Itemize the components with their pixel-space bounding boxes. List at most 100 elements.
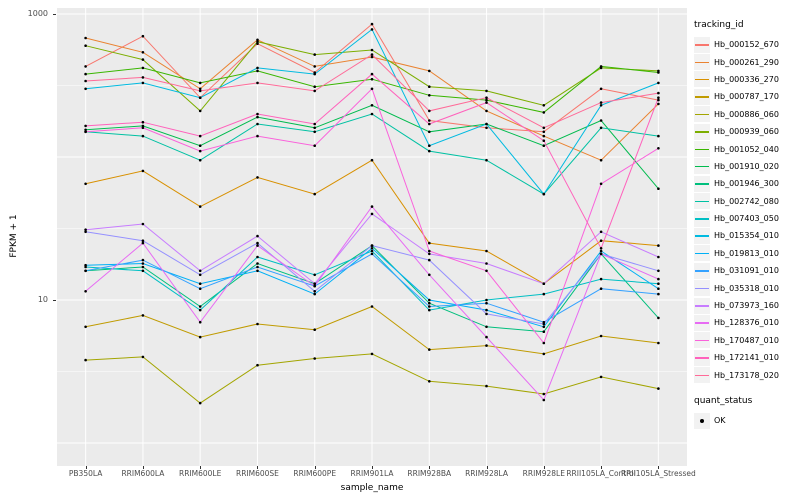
- data-point: [657, 269, 660, 273]
- data-point: [84, 358, 87, 362]
- data-point: [256, 322, 259, 326]
- legend-label: Hb_000886_060: [714, 109, 779, 119]
- data-point: [599, 126, 603, 130]
- x-tick-mark: [543, 466, 545, 469]
- data-point: [657, 316, 660, 320]
- legend-key: [694, 314, 710, 331]
- data-point: [370, 247, 374, 250]
- data-point: [313, 65, 317, 68]
- data-point: [542, 392, 546, 396]
- legend-key-line: [695, 131, 709, 133]
- data-point: [84, 263, 87, 267]
- data-point: [313, 284, 317, 288]
- data-point: [84, 87, 87, 91]
- data-point: [256, 81, 259, 85]
- data-point: [198, 269, 202, 273]
- data-point: [428, 380, 431, 383]
- data-point: [428, 301, 431, 305]
- legend-key: [694, 54, 710, 71]
- legend-item: Hb_173178_020: [694, 366, 798, 384]
- data-point: [542, 322, 546, 326]
- data-point: [370, 87, 374, 91]
- data-point: [657, 292, 660, 296]
- data-point: [313, 192, 317, 196]
- data-point: [256, 122, 259, 126]
- data-point: [428, 122, 431, 126]
- data-point: [599, 182, 603, 186]
- data-point: [141, 314, 145, 317]
- data-point: [370, 305, 374, 308]
- data-point: [313, 89, 317, 93]
- x-axis-title: sample_name: [340, 483, 404, 493]
- legend-label: Hb_073973_160: [714, 301, 779, 311]
- data-point: [428, 144, 431, 147]
- data-point: [141, 239, 145, 242]
- data-point: [657, 244, 660, 247]
- legend-key: [694, 367, 710, 384]
- legend-key-line: [695, 61, 709, 64]
- legend-item: Hb_170487_010: [694, 332, 798, 349]
- legend-key: [694, 262, 710, 279]
- legend-item: Hb_073973_160: [694, 297, 798, 314]
- legend-key: [694, 349, 710, 366]
- data-point: [198, 87, 202, 91]
- legend-key-line: [695, 374, 709, 377]
- data-point: [84, 124, 87, 128]
- data-point: [428, 119, 431, 122]
- data-point: [485, 269, 488, 273]
- legend-items: Hb_000152_670 Hb_000261_290 Hb_000336_270 H…: [694, 36, 798, 384]
- legend-item: Hb_000939_060: [694, 123, 798, 140]
- data-point: [542, 134, 546, 138]
- legend-item: Hb_000336_270: [694, 71, 798, 88]
- data-point: [657, 282, 660, 286]
- quant-status-label: OK: [714, 416, 726, 425]
- legend-label: Hb_002742_080: [714, 196, 779, 206]
- x-tick-mark: [85, 466, 87, 469]
- data-point: [370, 158, 374, 162]
- legend-key-line: [695, 305, 709, 307]
- plot-panel: [57, 8, 687, 466]
- x-tick-mark: [658, 466, 660, 469]
- x-tick-labels: PB350LA RRIM600LA RRIM600LE RRIM600SE RRIM60…: [57, 469, 696, 481]
- legend-key: [694, 227, 710, 244]
- data-point: [428, 69, 431, 73]
- data-point: [485, 126, 488, 130]
- data-point: [141, 269, 145, 273]
- data-point: [198, 320, 202, 324]
- x-tick-label: RRIM600LA: [121, 469, 165, 478]
- data-point: [198, 335, 202, 339]
- data-point: [542, 320, 546, 324]
- legend-item: Hb_031091_010: [694, 262, 798, 279]
- data-point: [428, 308, 431, 312]
- legend-title: tracking_id: [694, 20, 744, 30]
- legend-item: Hb_000152_670: [694, 36, 798, 53]
- data-point: [370, 205, 374, 208]
- data-point: [657, 96, 660, 99]
- x-tick-label: RRIM901LA: [350, 469, 394, 478]
- data-point: [370, 252, 374, 256]
- data-point: [141, 120, 145, 124]
- data-point: [84, 228, 87, 231]
- data-point: [485, 344, 488, 347]
- legend-item: Hb_035318_010: [694, 279, 798, 297]
- x-tick-mark: [257, 466, 259, 469]
- data-point: [313, 72, 317, 76]
- legend-key: [694, 193, 710, 210]
- data-point: [370, 48, 374, 52]
- data-point: [485, 308, 488, 312]
- data-point: [313, 85, 317, 88]
- data-point: [313, 290, 317, 293]
- legend-label: Hb_173178_020: [714, 370, 779, 380]
- data-point: [198, 282, 202, 286]
- legend-key-line: [695, 287, 709, 290]
- data-point: [657, 147, 660, 150]
- legend: tracking_id Hb_000152_670 Hb_000261_290 Hb…: [694, 20, 798, 429]
- data-point: [141, 34, 145, 38]
- data-point: [313, 328, 317, 332]
- x-tick-mark: [314, 466, 316, 469]
- data-point: [599, 247, 603, 250]
- data-point: [542, 130, 546, 134]
- legend-key: [694, 280, 710, 297]
- data-point: [84, 230, 87, 234]
